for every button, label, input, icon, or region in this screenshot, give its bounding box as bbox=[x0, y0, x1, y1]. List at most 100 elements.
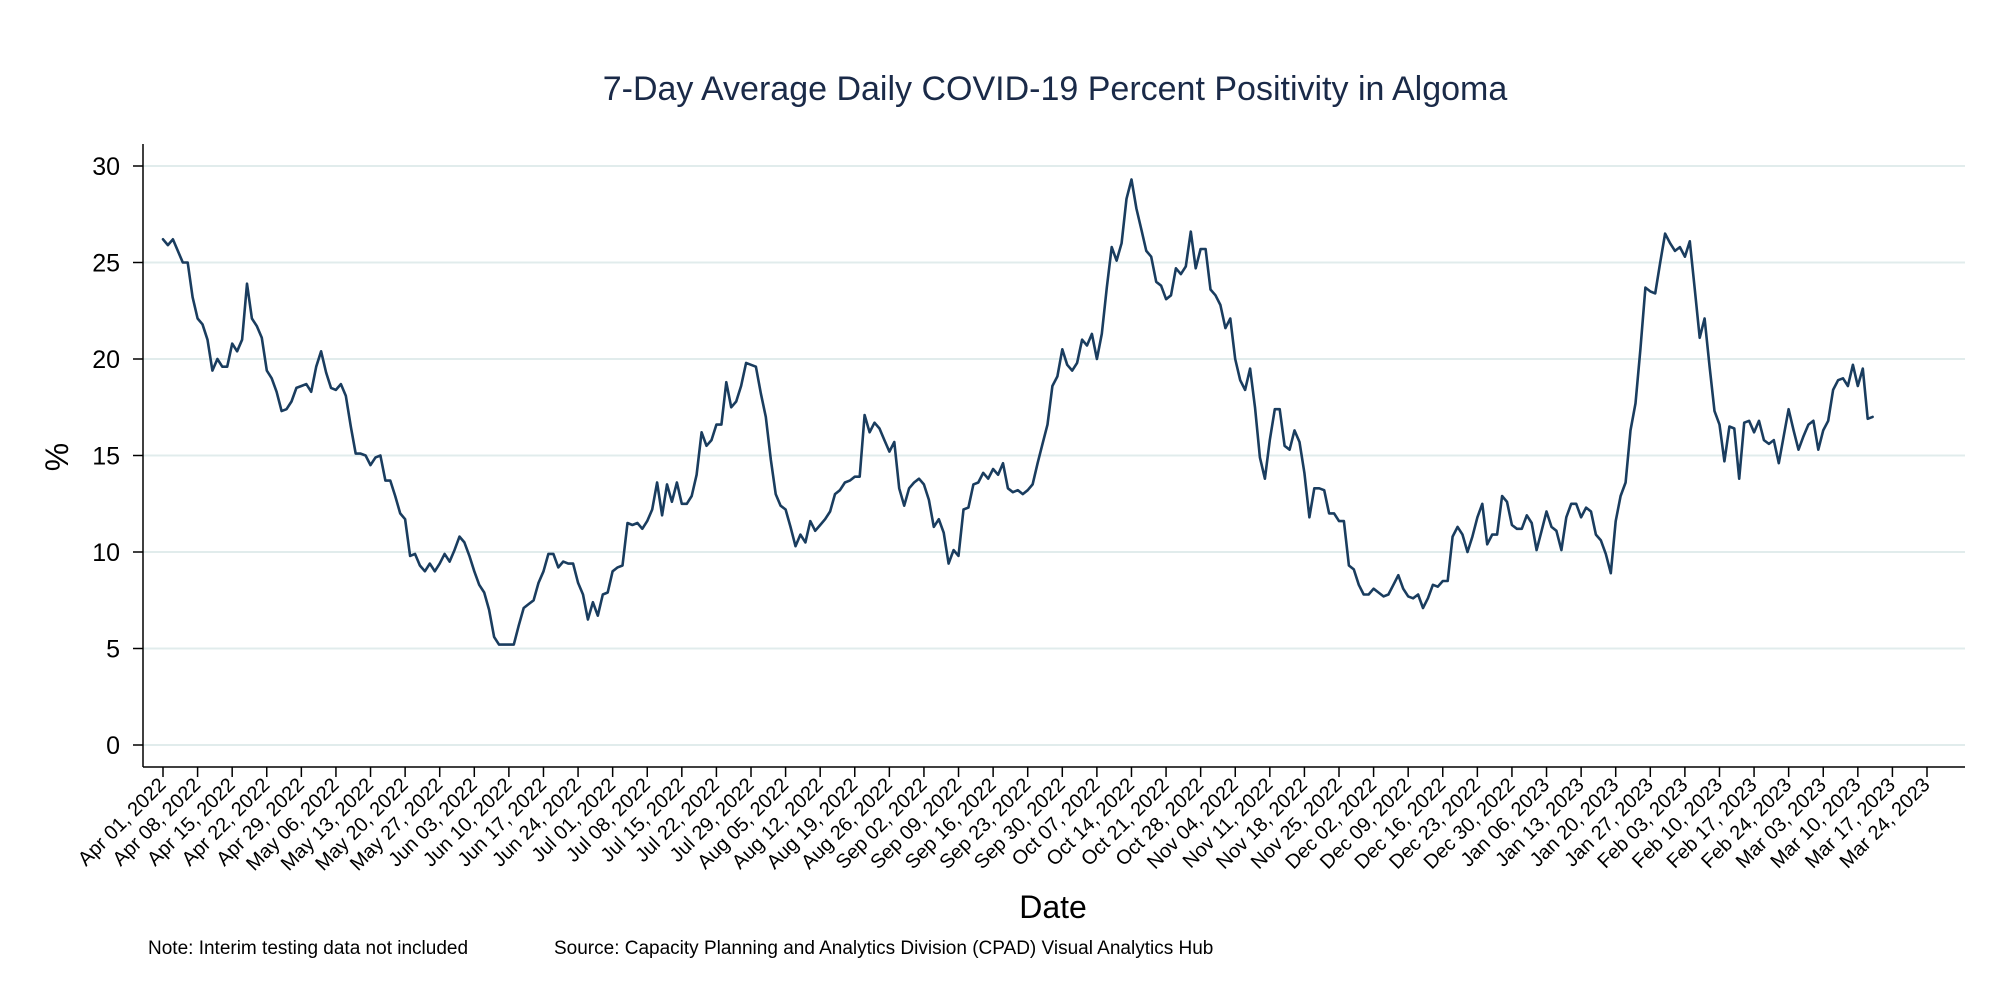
data-point bbox=[1427, 597, 1429, 599]
data-point bbox=[429, 563, 431, 565]
data-point bbox=[1565, 516, 1567, 518]
data-point bbox=[1763, 439, 1765, 441]
data-point bbox=[878, 427, 881, 430]
data-point bbox=[1002, 462, 1004, 464]
data-point bbox=[957, 555, 960, 557]
data-point bbox=[1269, 439, 1271, 441]
data-point bbox=[928, 499, 930, 501]
data-point bbox=[1733, 427, 1735, 430]
data-point bbox=[1061, 348, 1063, 350]
data-point bbox=[266, 370, 268, 372]
data-point bbox=[562, 561, 564, 563]
data-point bbox=[1797, 449, 1800, 451]
data-point bbox=[1516, 528, 1518, 530]
data-point bbox=[330, 387, 332, 389]
data-point bbox=[528, 603, 530, 605]
data-point bbox=[325, 371, 327, 374]
data-point bbox=[1066, 364, 1068, 366]
data-point bbox=[1012, 491, 1014, 493]
data-point bbox=[231, 343, 233, 345]
data-point bbox=[1817, 449, 1819, 451]
data-point bbox=[1511, 524, 1513, 526]
data-point bbox=[1096, 358, 1098, 360]
data-point bbox=[1219, 304, 1221, 306]
data-point bbox=[987, 478, 989, 480]
data-point bbox=[953, 549, 955, 551]
data-point bbox=[345, 395, 347, 397]
data-point bbox=[1783, 435, 1785, 437]
data-point bbox=[276, 391, 278, 393]
data-point bbox=[972, 483, 975, 485]
data-point bbox=[577, 582, 579, 584]
data-point bbox=[1753, 431, 1755, 433]
data-point bbox=[340, 383, 342, 385]
data-point bbox=[369, 464, 372, 466]
data-point bbox=[839, 489, 841, 491]
data-point bbox=[399, 512, 401, 515]
data-point bbox=[888, 451, 891, 453]
data-point bbox=[760, 393, 762, 395]
data-point bbox=[967, 507, 970, 509]
data-point bbox=[498, 644, 500, 646]
data-point bbox=[1017, 489, 1019, 491]
data-point bbox=[1709, 366, 1711, 368]
data-point bbox=[1348, 564, 1350, 567]
data-point bbox=[1274, 408, 1276, 410]
data-point bbox=[1620, 495, 1622, 497]
data-point bbox=[1338, 520, 1340, 522]
data-point bbox=[483, 591, 485, 594]
data-point bbox=[750, 364, 752, 366]
data-point bbox=[943, 532, 945, 534]
data-point bbox=[513, 644, 515, 646]
y-tick-label: 20 bbox=[92, 346, 120, 374]
data-point bbox=[814, 530, 816, 532]
data-point bbox=[414, 553, 416, 555]
data-point bbox=[1867, 418, 1869, 420]
data-point bbox=[1600, 539, 1602, 542]
data-point bbox=[320, 350, 322, 352]
data-point bbox=[1718, 424, 1721, 426]
data-point bbox=[918, 478, 920, 480]
data-point bbox=[552, 553, 555, 555]
data-point bbox=[1229, 317, 1231, 320]
data-point bbox=[1234, 358, 1236, 360]
chart-title: 7-Day Average Daily COVID-19 Percent Pos… bbox=[603, 70, 1508, 108]
data-point bbox=[374, 456, 377, 458]
data-point bbox=[1076, 362, 1078, 364]
data-point bbox=[1116, 260, 1118, 262]
data-point bbox=[305, 383, 307, 385]
data-point bbox=[1239, 379, 1241, 381]
data-point bbox=[1293, 429, 1296, 431]
data-point bbox=[977, 481, 979, 484]
data-point bbox=[1496, 534, 1498, 536]
x-axis-title: Date bbox=[1019, 889, 1087, 925]
data-point bbox=[167, 244, 169, 246]
data-point bbox=[1654, 292, 1656, 294]
data-point bbox=[636, 522, 639, 524]
data-point bbox=[1625, 481, 1627, 484]
data-point bbox=[1417, 593, 1419, 596]
data-point bbox=[557, 566, 559, 569]
data-point bbox=[211, 370, 213, 372]
data-point bbox=[799, 534, 802, 536]
data-point bbox=[1353, 568, 1355, 571]
data-point bbox=[449, 561, 451, 563]
data-point bbox=[1422, 607, 1424, 609]
data-point bbox=[1437, 586, 1439, 588]
data-point bbox=[300, 385, 302, 387]
data-point bbox=[873, 422, 876, 424]
data-point bbox=[1689, 240, 1691, 242]
data-point bbox=[1541, 530, 1543, 532]
data-point bbox=[241, 339, 243, 341]
data-point bbox=[1738, 478, 1740, 480]
data-point bbox=[1032, 483, 1034, 485]
data-point bbox=[1046, 424, 1049, 426]
data-point bbox=[542, 570, 545, 572]
data-point bbox=[1214, 294, 1217, 296]
data-point bbox=[1259, 456, 1261, 458]
data-point bbox=[1723, 460, 1725, 462]
data-point bbox=[1027, 489, 1029, 491]
data-point bbox=[1224, 327, 1226, 329]
data-point bbox=[893, 441, 895, 443]
